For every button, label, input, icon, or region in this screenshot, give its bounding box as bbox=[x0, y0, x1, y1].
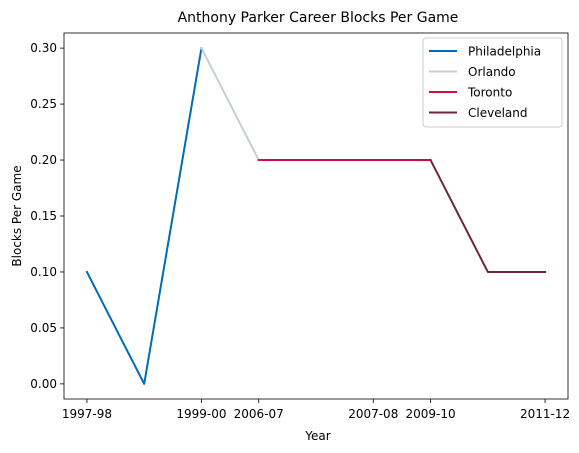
x-tick-label: 2006-07 bbox=[234, 407, 284, 421]
legend-label-philadelphia: Philadelphia bbox=[468, 45, 541, 59]
x-tick-label: 1997-98 bbox=[62, 407, 112, 421]
series-line-cleveland bbox=[429, 158, 547, 273]
legend-label-orlando: Orlando bbox=[468, 65, 516, 79]
x-tick-label: 2011-12 bbox=[520, 407, 570, 421]
chart-title: Anthony Parker Career Blocks Per Game bbox=[178, 10, 459, 26]
x-axis-label: Year bbox=[304, 429, 330, 443]
x-axis: 1997-98 1999-00 2006-07 2007-08 2009-10 2011-… bbox=[62, 399, 570, 421]
y-tick-label: 0.25 bbox=[30, 97, 57, 111]
legend-label-toronto: Toronto bbox=[467, 86, 512, 100]
y-tick-label: 0.00 bbox=[30, 377, 57, 391]
y-axis: 0.00 0.05 0.10 0.15 0.20 0.25 0.30 bbox=[30, 41, 64, 391]
series-line-orlando bbox=[200, 46, 261, 162]
x-tick-label: 2009-10 bbox=[405, 407, 455, 421]
y-tick-label: 0.30 bbox=[30, 41, 57, 55]
y-axis-label: Blocks Per Game bbox=[10, 165, 24, 266]
series-line-philadelphia bbox=[85, 46, 203, 385]
y-tick-label: 0.05 bbox=[30, 321, 57, 335]
plot-lines bbox=[85, 46, 547, 385]
y-tick-label: 0.15 bbox=[30, 209, 57, 223]
x-tick-label: 2007-08 bbox=[348, 407, 398, 421]
legend: Philadelphia Orlando Toronto Cleveland bbox=[422, 37, 563, 128]
legend-box bbox=[422, 37, 563, 128]
y-tick-label: 0.20 bbox=[30, 153, 57, 167]
x-tick-label: 1999-00 bbox=[176, 407, 226, 421]
legend-label-cleveland: Cleveland bbox=[468, 106, 528, 120]
y-tick-label: 0.10 bbox=[30, 265, 57, 279]
